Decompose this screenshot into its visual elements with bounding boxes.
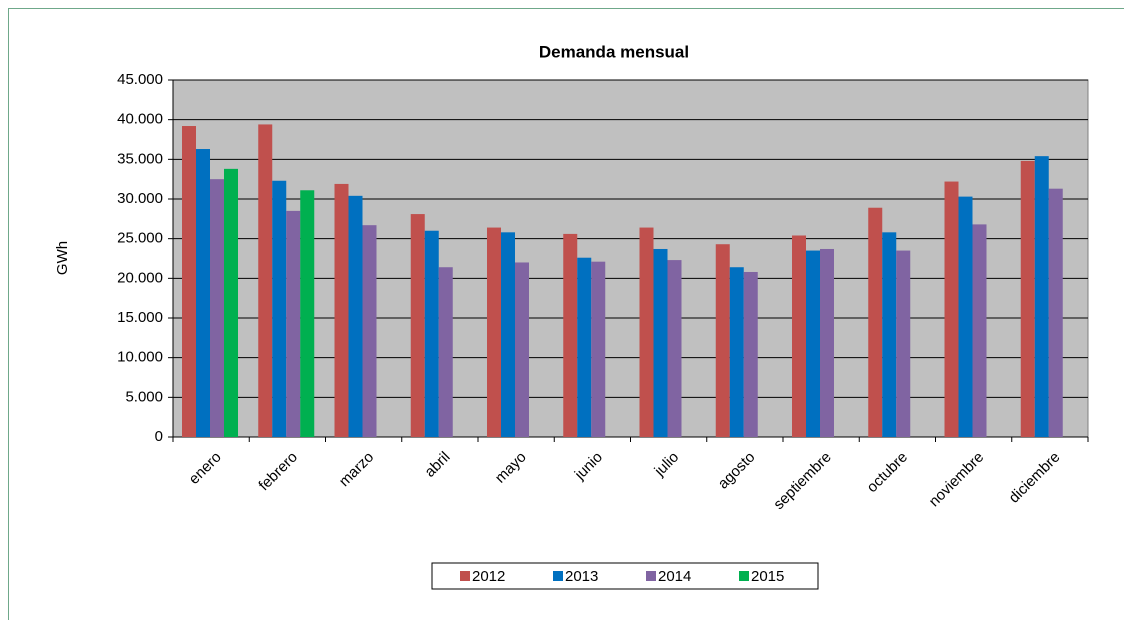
bar bbox=[743, 271, 758, 437]
y-tick-label: 35.000 bbox=[117, 150, 163, 167]
legend-swatch bbox=[739, 571, 749, 581]
bar bbox=[1048, 188, 1063, 437]
bar bbox=[868, 207, 883, 437]
bar bbox=[348, 195, 363, 437]
bar bbox=[639, 227, 654, 437]
bar bbox=[653, 248, 668, 437]
bar bbox=[210, 179, 224, 437]
bar bbox=[362, 225, 377, 437]
bar bbox=[196, 149, 210, 437]
y-tick-label: 45.000 bbox=[117, 71, 163, 88]
y-tick-label: 30.000 bbox=[117, 190, 163, 207]
bar bbox=[300, 190, 315, 437]
y-tick-label: 40.000 bbox=[117, 111, 163, 128]
bar bbox=[792, 235, 806, 437]
bar bbox=[438, 267, 453, 437]
legend-label: 2014 bbox=[658, 568, 691, 585]
bar bbox=[501, 232, 515, 437]
y-axis-label: GWh bbox=[54, 241, 71, 275]
bar bbox=[1020, 160, 1035, 438]
chart-title: Demanda mensual bbox=[539, 42, 689, 61]
bar bbox=[715, 244, 730, 437]
bar bbox=[182, 126, 196, 437]
bar bbox=[286, 210, 301, 437]
bar bbox=[487, 227, 501, 437]
y-tick-label: 20.000 bbox=[117, 269, 163, 286]
legend-label: 2015 bbox=[751, 568, 784, 585]
y-tick-label: 10.000 bbox=[117, 349, 163, 366]
plot-area bbox=[172, 79, 1089, 438]
y-tick-label: 25.000 bbox=[117, 230, 163, 247]
bar bbox=[806, 250, 820, 437]
bar bbox=[577, 257, 592, 437]
bar bbox=[729, 267, 744, 437]
bar bbox=[667, 260, 682, 437]
bar bbox=[224, 168, 238, 437]
bar bbox=[258, 124, 273, 437]
y-tick-label: 15.000 bbox=[117, 309, 163, 326]
y-tick-label: 5.000 bbox=[125, 388, 163, 405]
bar bbox=[944, 181, 959, 437]
bar bbox=[515, 262, 529, 437]
bar bbox=[896, 250, 911, 437]
bar bbox=[958, 196, 973, 437]
bar bbox=[882, 232, 897, 437]
bar bbox=[410, 214, 425, 437]
bar bbox=[424, 230, 439, 437]
bar bbox=[820, 248, 834, 437]
bar bbox=[1034, 156, 1049, 437]
legend-swatch bbox=[460, 571, 470, 581]
legend-label: 2013 bbox=[565, 568, 598, 585]
bar bbox=[591, 261, 606, 437]
bar bbox=[972, 224, 987, 437]
bar bbox=[334, 183, 349, 437]
bar bbox=[272, 180, 287, 437]
bar bbox=[563, 233, 578, 437]
legend-swatch bbox=[646, 571, 656, 581]
legend-box bbox=[431, 562, 819, 590]
legend-swatch bbox=[553, 571, 563, 581]
legend-label: 2012 bbox=[472, 568, 505, 585]
y-tick-label: 0 bbox=[155, 428, 163, 445]
